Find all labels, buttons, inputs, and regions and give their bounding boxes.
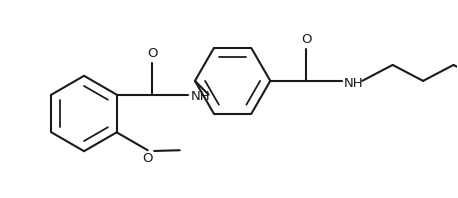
- Text: NH: NH: [191, 90, 210, 103]
- Text: O: O: [147, 47, 158, 60]
- Text: O: O: [142, 152, 153, 165]
- Text: NH: NH: [344, 77, 364, 89]
- Text: O: O: [301, 33, 311, 46]
